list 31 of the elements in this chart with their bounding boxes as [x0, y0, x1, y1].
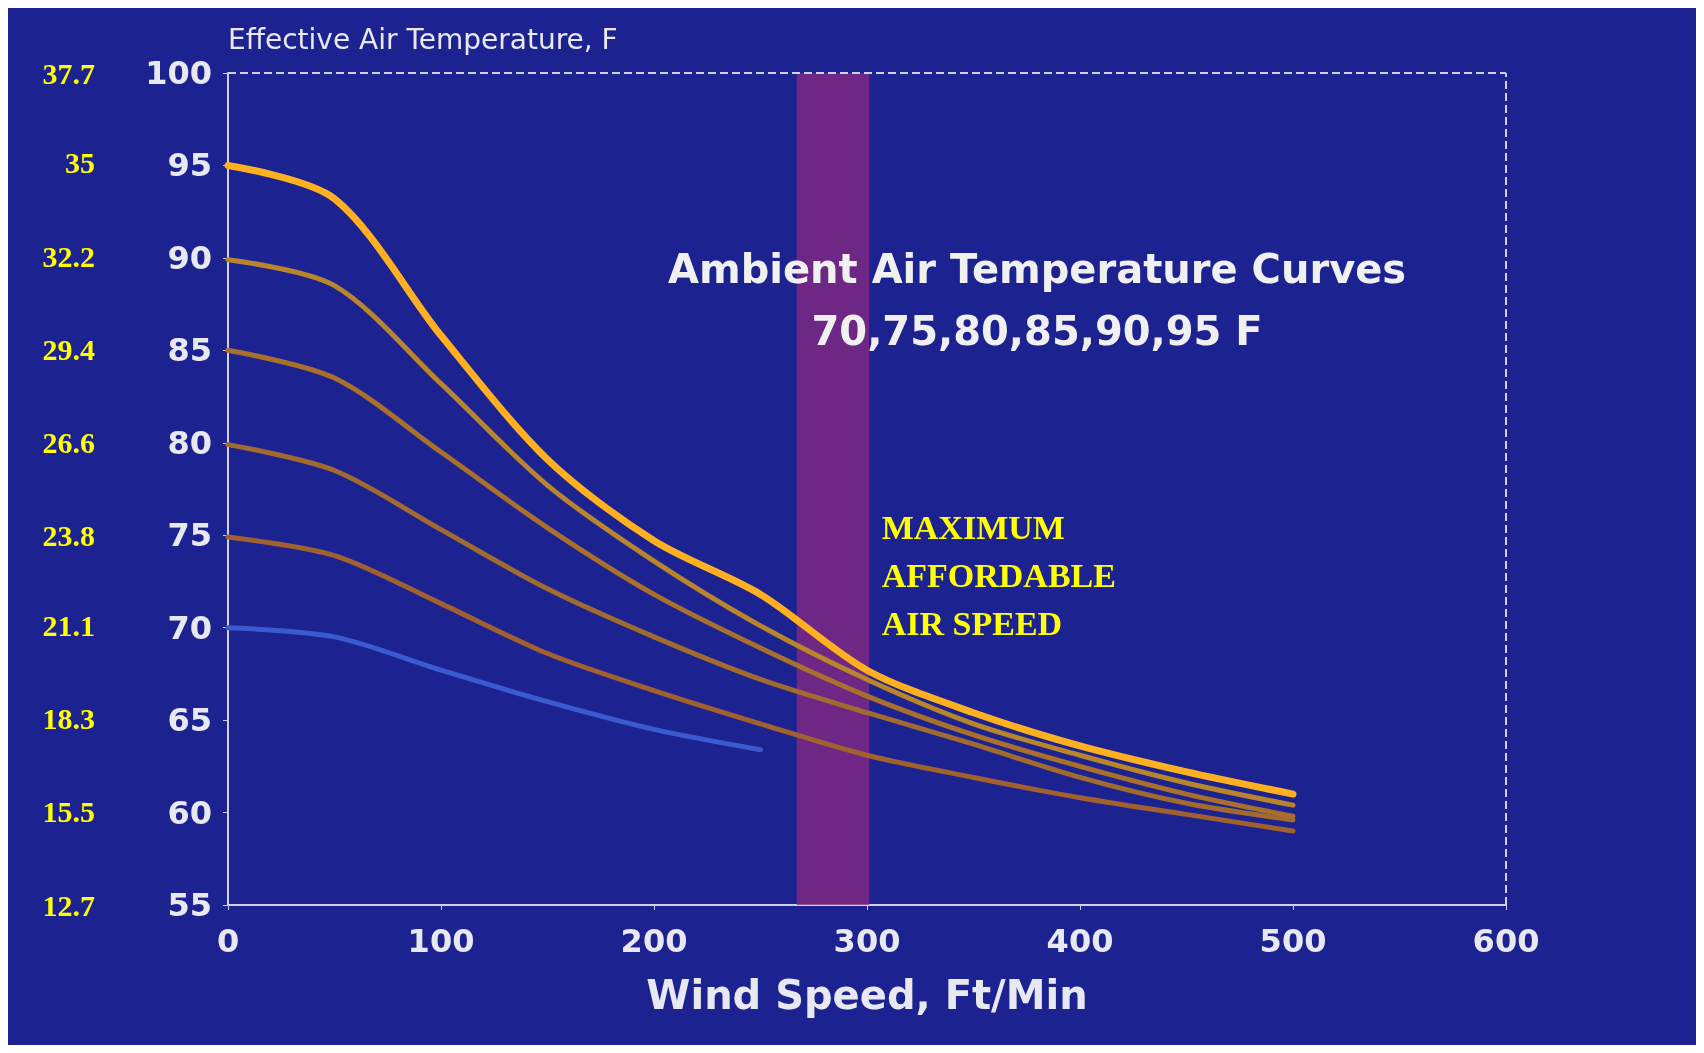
y-tick-label: 60	[167, 793, 212, 832]
y-tick-label: 80	[167, 423, 212, 462]
y-tick-label: 65	[167, 701, 212, 740]
y2-tick-label: 37.7	[42, 56, 95, 90]
annotation: Ambient Air Temperature Curves 70,75,80,85,90,95 F	[668, 246, 1407, 354]
y2-tick-label: 23.8	[42, 519, 95, 553]
y2-tick-label: 21.1	[42, 608, 95, 642]
y-tick-label: 75	[167, 516, 212, 555]
x-axis-title: Wind Speed, Ft/Min	[646, 972, 1088, 1018]
x-tick-label: 400	[1046, 922, 1114, 960]
y2-tick-label: 32.2	[42, 239, 95, 273]
x-tick-label: 100	[407, 922, 475, 960]
y-tick-label: 70	[167, 608, 212, 647]
y-tick-label: 95	[167, 146, 212, 185]
y-tick-label: 100	[145, 54, 212, 92]
x-tick-label: 500	[1259, 922, 1327, 960]
y2-tick-label: 12.7	[42, 888, 95, 922]
y-tick-label: 85	[167, 331, 212, 370]
x-tick-label: 300	[833, 922, 901, 960]
band-label: MAXIMUM AFFORDABLE AIR SPEED	[881, 508, 1116, 642]
y2-tick-label: 15.5	[42, 795, 95, 829]
y2-tick-label: 35	[65, 146, 95, 180]
y-tick-label: 55	[167, 886, 212, 924]
y2-tick-label: 26.6	[42, 425, 95, 459]
y-tick-label: 90	[167, 238, 212, 277]
x-tick-label: 0	[216, 922, 240, 960]
x-tick-label: 600	[1472, 922, 1540, 960]
x-tick-label: 200	[620, 922, 688, 960]
y2-tick-label: 18.3	[42, 702, 95, 736]
y2-tick-label: 29.4	[42, 332, 95, 366]
y-axis-title: Effective Air Temperature, F	[228, 22, 618, 56]
